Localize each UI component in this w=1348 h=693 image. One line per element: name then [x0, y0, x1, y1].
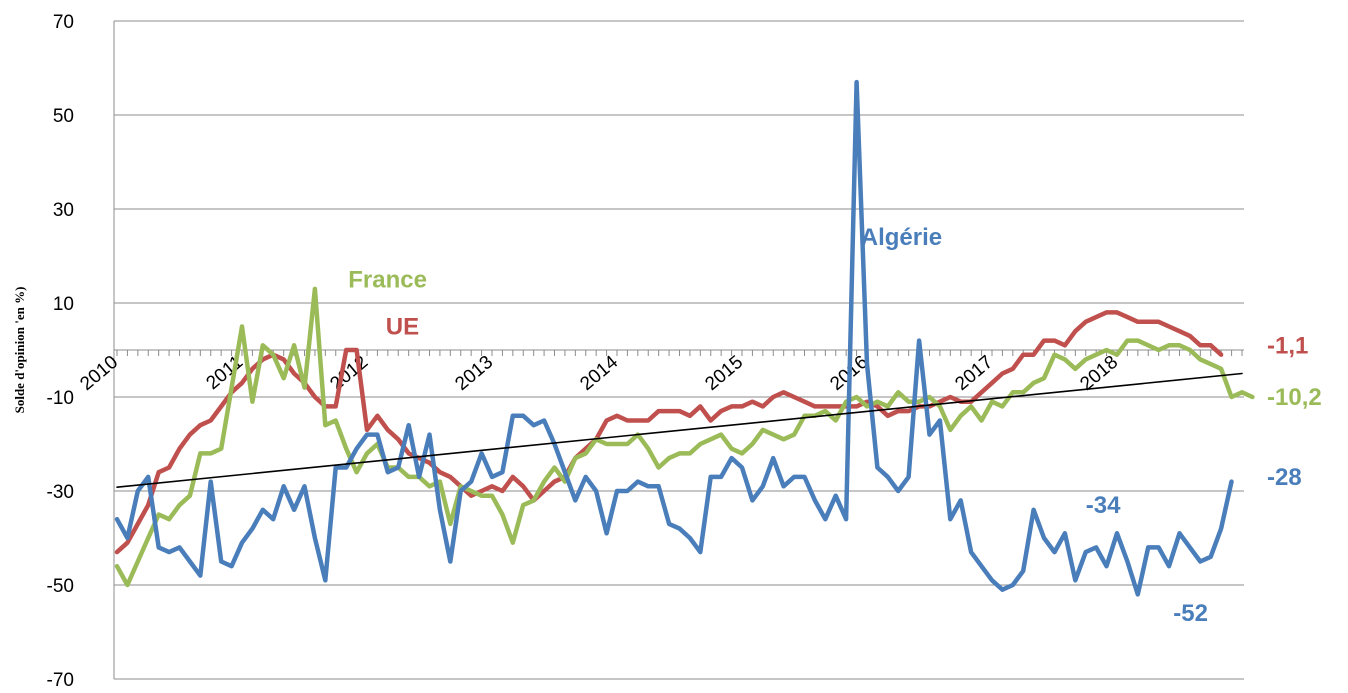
y-tick-label: 70	[53, 12, 74, 33]
x-tick-label: 2017	[951, 352, 997, 395]
annotation-label: Algérie	[861, 224, 942, 251]
x-tick-label: 2012	[326, 352, 372, 395]
y-tick-label: 30	[53, 200, 74, 221]
x-tick-label: 2014	[576, 351, 622, 395]
y-tick-labels: 70 50 30 10 -10 -30 -50 -70	[47, 12, 74, 691]
zero-axis	[114, 349, 1244, 356]
x-tick-label: 2013	[451, 352, 497, 395]
y-tick-label: -30	[47, 482, 74, 503]
annotation-label: -1,1	[1267, 332, 1308, 359]
x-tick-label: 2015	[701, 352, 747, 395]
y-tick-label: 10	[53, 294, 74, 315]
y-tick-label: -10	[47, 388, 74, 409]
y-tick-label: -50	[47, 576, 74, 597]
annotation-label: UE	[386, 314, 419, 341]
series-line-algrie	[114, 79, 1234, 597]
series-lines	[114, 79, 1255, 597]
y-tick-label: 50	[53, 106, 74, 127]
x-tick-label: 2010	[76, 352, 122, 395]
annotations: Algérie France UE -34 -52 -1,1 -10,2 -28	[348, 224, 1321, 627]
y-axis-title: Solde d'opinion 'en %)	[12, 287, 27, 414]
annotation-label: -52	[1173, 600, 1208, 627]
annotation-label: -10,2	[1267, 384, 1322, 411]
series-line-france	[114, 286, 1255, 588]
x-tick-label: 2011	[202, 352, 247, 394]
trend-line	[116, 372, 1243, 488]
annotation-label: -34	[1086, 492, 1121, 519]
y-tick-label: -70	[47, 670, 74, 691]
annotation-label: -28	[1267, 464, 1302, 491]
annotation-label: France	[348, 267, 427, 294]
